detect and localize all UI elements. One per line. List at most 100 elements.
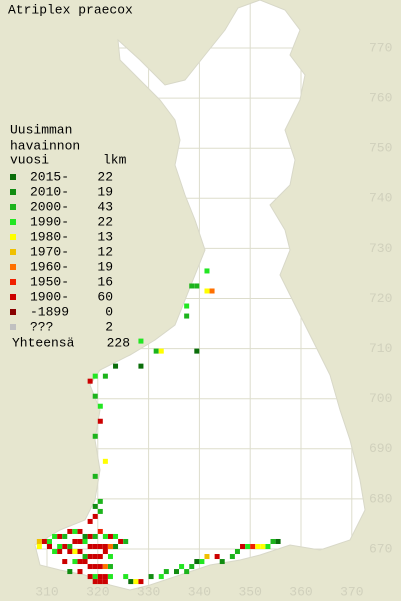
occurrence-cell <box>97 418 103 424</box>
x-label: 330 <box>137 584 160 599</box>
occurrence-cell <box>82 533 88 539</box>
occurrence-cell <box>92 533 98 539</box>
occurrence-cell <box>36 544 42 549</box>
legend-label: ??? <box>30 319 53 334</box>
y-label: 740 <box>369 191 392 206</box>
legend-label: 1990- <box>30 214 69 229</box>
occurrence-cell <box>209 288 215 294</box>
legend-swatch <box>10 219 16 225</box>
occurrence-cell <box>87 544 93 549</box>
occurrence-cell <box>92 393 98 399</box>
occurrence-cell <box>82 554 88 560</box>
occurrence-cell <box>102 373 108 379</box>
y-label: 770 <box>369 40 392 55</box>
legend-swatch <box>10 279 16 285</box>
legend-label: 2010- <box>30 184 69 199</box>
occurrence-cell <box>133 579 139 585</box>
occurrence-cell <box>92 574 98 580</box>
occurrence-cell <box>184 303 190 309</box>
occurrence-cell <box>77 559 83 565</box>
y-label: 760 <box>369 91 392 106</box>
legend-label: 2015- <box>30 169 69 184</box>
legend-label: 2000- <box>30 199 69 214</box>
occurrence-cell <box>118 538 124 544</box>
legend-label: 1980- <box>30 229 69 244</box>
x-label: 370 <box>340 584 363 599</box>
occurrence-cell <box>92 513 98 519</box>
occurrence-cell <box>138 363 144 369</box>
legend-count: 12 <box>97 244 113 259</box>
occurrence-cell <box>113 544 119 549</box>
occurrence-cell <box>62 544 68 549</box>
occurrence-cell <box>52 533 58 539</box>
occurrence-cell <box>97 554 103 560</box>
occurrence-cell <box>92 373 98 379</box>
legend-swatch <box>10 324 16 330</box>
occurrence-cell <box>158 574 164 580</box>
occurrence-cell <box>87 533 93 539</box>
occurrence-cell <box>163 569 169 575</box>
occurrence-cell <box>138 338 144 344</box>
occurrence-cell <box>107 544 113 549</box>
occurrence-cell <box>47 544 52 549</box>
occurrence-cell <box>97 508 103 514</box>
occurrence-cell <box>72 549 78 555</box>
occurrence-cell <box>77 538 83 544</box>
y-label: 720 <box>369 291 392 306</box>
y-label: 730 <box>369 241 392 256</box>
legend-count: 13 <box>97 229 113 244</box>
occurrence-cell <box>113 533 119 539</box>
occurrence-cell <box>275 538 281 544</box>
occurrence-cell <box>107 533 113 539</box>
legend-swatch <box>10 204 16 210</box>
occurrence-cell <box>214 554 220 560</box>
legend-header: havainnon <box>10 138 80 153</box>
legend-header: vuosi <box>10 152 49 167</box>
country-outline <box>34 0 366 591</box>
occurrence-cell <box>102 579 108 585</box>
occurrence-cell <box>189 564 195 570</box>
occurrence-cell <box>194 348 200 354</box>
occurrence-cell <box>97 498 103 504</box>
occurrence-cell <box>87 554 93 560</box>
occurrence-cell <box>62 533 68 539</box>
occurrence-cell <box>92 579 98 585</box>
occurrence-cell <box>97 579 103 585</box>
legend-count: 19 <box>97 184 113 199</box>
occurrence-cell <box>57 549 63 555</box>
occurrence-cell <box>107 554 113 560</box>
occurrence-cell <box>260 544 266 549</box>
occurrence-cell <box>245 544 251 549</box>
occurrence-cell <box>102 544 108 549</box>
occurrence-cell <box>52 549 58 555</box>
occurrence-cell <box>87 518 93 524</box>
occurrence-cell <box>47 538 52 544</box>
occurrence-cell <box>97 403 103 409</box>
legend-count: 0 <box>105 304 113 319</box>
legend-count: 16 <box>97 274 113 289</box>
occurrence-cell <box>102 549 108 555</box>
legend-count: 19 <box>97 259 113 274</box>
occurrence-cell <box>107 574 113 580</box>
occurrence-cell <box>158 348 164 354</box>
occurrence-cell <box>92 554 98 560</box>
y-label: 680 <box>369 491 392 506</box>
legend-total-label: Yhteensä <box>12 335 75 350</box>
cells <box>36 268 281 585</box>
occurrence-cell <box>189 283 195 289</box>
legend-header: Uusimman <box>10 122 72 137</box>
occurrence-cell <box>72 538 78 544</box>
x-label: 310 <box>35 584 58 599</box>
occurrence-cell <box>67 528 73 534</box>
occurrence-cell <box>184 313 190 319</box>
y-label: 710 <box>369 341 392 356</box>
occurrence-cell <box>113 363 119 369</box>
occurrence-cell <box>179 564 185 570</box>
occurrence-cell <box>87 574 93 580</box>
legend-swatch <box>10 264 16 270</box>
occurrence-cell <box>240 544 246 549</box>
occurrence-cell <box>82 538 88 544</box>
occurrence-cell <box>92 503 98 509</box>
occurrence-cell <box>128 579 134 585</box>
